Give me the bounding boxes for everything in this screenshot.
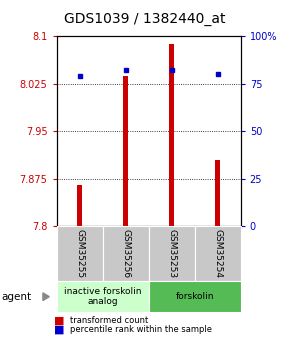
Text: agent: agent <box>1 292 32 302</box>
Bar <box>123 76 128 226</box>
Text: ■: ■ <box>54 316 64 326</box>
Text: GDS1039 / 1382440_at: GDS1039 / 1382440_at <box>64 12 226 26</box>
Text: ■: ■ <box>54 325 64 334</box>
Text: transformed count: transformed count <box>70 316 148 325</box>
Text: forskolin: forskolin <box>175 292 214 301</box>
Text: GSM35253: GSM35253 <box>167 229 176 278</box>
Bar <box>77 185 82 226</box>
Text: GSM35254: GSM35254 <box>213 229 222 278</box>
Bar <box>215 159 220 226</box>
Text: GSM35255: GSM35255 <box>75 229 84 278</box>
Bar <box>169 44 174 226</box>
Text: inactive forskolin
analog: inactive forskolin analog <box>64 287 141 306</box>
Text: GSM35256: GSM35256 <box>121 229 130 278</box>
Text: percentile rank within the sample: percentile rank within the sample <box>70 325 212 334</box>
